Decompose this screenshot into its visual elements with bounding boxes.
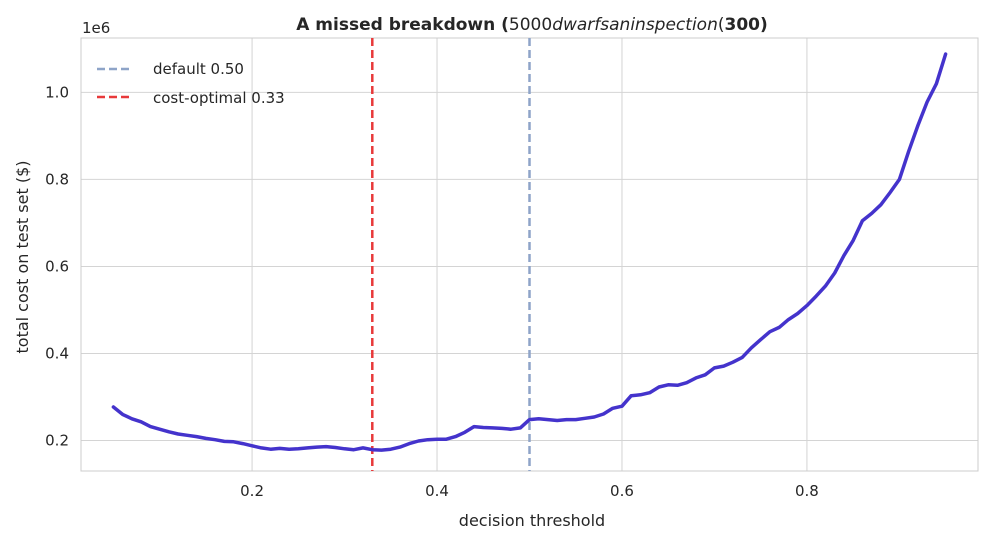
- title-bold-suffix: 300): [724, 15, 767, 35]
- legend-label-cost-optimal: cost-optimal 0.33: [153, 89, 285, 107]
- x-axis-label: decision threshold: [459, 511, 605, 530]
- reference-lines: [371, 38, 531, 471]
- y-offset-label: 1e6: [82, 19, 110, 37]
- y-tick-label: 0.4: [45, 345, 69, 363]
- x-tick-label: 0.8: [795, 482, 819, 500]
- y-tick-label: 0.8: [45, 170, 69, 188]
- cost-curve-line: [111, 52, 948, 452]
- legend-label-default: default 0.50: [153, 60, 244, 78]
- x-tick-label: 0.6: [610, 482, 634, 500]
- title-bold-prefix: A missed breakdown (: [296, 15, 509, 35]
- title-italic: dwarfsaninspection: [552, 15, 718, 35]
- legend: default 0.50 cost-optimal 0.33: [97, 60, 285, 107]
- x-tick-label: 0.4: [425, 482, 449, 500]
- y-tick-label: 1.0: [45, 83, 69, 101]
- title-plain-b: (: [718, 15, 725, 35]
- y-axis-label: total cost on test set ($): [13, 161, 32, 354]
- x-tick-label: 0.2: [240, 482, 264, 500]
- y-tick-label: 0.2: [45, 432, 69, 450]
- y-tick-label: 0.6: [45, 257, 69, 275]
- x-tick-labels: 0.2 0.4 0.6 0.8: [240, 482, 819, 500]
- y-tick-labels: 0.2 0.4 0.6 0.8 1.0: [45, 83, 69, 449]
- series: [111, 52, 948, 452]
- title-plain-a: 5000: [509, 15, 552, 35]
- chart-title: A missed breakdown (5000dwarfsaninspecti…: [296, 15, 768, 35]
